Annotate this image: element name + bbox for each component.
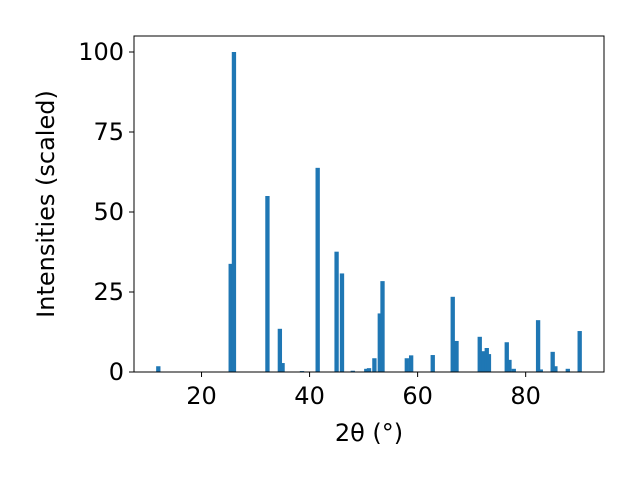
bar (450, 296, 455, 372)
bar (504, 342, 509, 372)
x-ticks: 20 40 60 80 (186, 372, 541, 410)
bars-group (156, 52, 582, 372)
y-tick-label: 0 (109, 358, 124, 386)
x-tick-label: 80 (510, 382, 541, 410)
x-tick-label: 20 (186, 382, 217, 410)
bar (507, 359, 512, 372)
y-tick-label: 75 (93, 118, 124, 146)
y-tick-label: 25 (93, 278, 124, 306)
bar (315, 167, 320, 372)
bar (334, 251, 339, 372)
bar (511, 368, 516, 372)
bar (454, 340, 459, 372)
bar (404, 358, 409, 372)
bar (364, 368, 369, 372)
y-tick-label: 100 (78, 38, 124, 66)
axes-frame (133, 35, 605, 373)
bar (265, 196, 270, 372)
bar (481, 351, 486, 372)
bar (277, 328, 283, 372)
bar (228, 263, 233, 372)
bar (339, 273, 345, 372)
bar (486, 354, 492, 372)
y-ticks: 0 25 50 75 100 (78, 38, 134, 386)
bar (366, 368, 372, 372)
bar (553, 366, 558, 372)
x-axis-label: 2θ (°) (335, 419, 403, 447)
x-tick-label: 60 (402, 382, 433, 410)
bar (430, 355, 435, 372)
bar (380, 281, 385, 372)
y-tick-label: 50 (93, 198, 124, 226)
bar (577, 331, 582, 372)
bar (477, 336, 482, 372)
bar (535, 320, 541, 372)
bar (231, 52, 237, 372)
y-axis-label: Intensities (scaled) (32, 90, 60, 318)
bar (565, 368, 570, 372)
x-tick-label: 40 (294, 382, 325, 410)
bar (538, 369, 543, 372)
bar (372, 358, 377, 372)
bar (377, 313, 382, 372)
bar (408, 355, 414, 372)
bar (156, 366, 161, 372)
bar (350, 370, 355, 372)
bar (550, 351, 555, 372)
bar (280, 363, 285, 372)
